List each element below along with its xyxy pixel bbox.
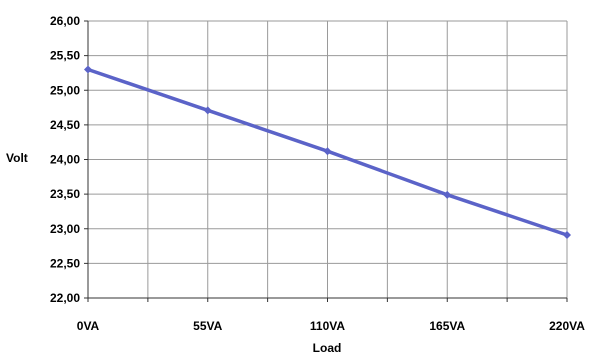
data-point <box>563 230 571 239</box>
x-tick-label: 110VA <box>310 319 345 333</box>
x-tick-label: 220VA <box>549 319 585 333</box>
data-point <box>323 147 332 156</box>
x-tick-label: 55VA <box>193 319 222 333</box>
y-tick-label: 26,00 <box>50 14 80 28</box>
x-tick-label: 165VA <box>429 319 465 333</box>
y-tick-label: 22,50 <box>50 256 80 270</box>
x-axis-title: Load <box>313 341 342 354</box>
y-tick-labels: 22,00 22,50 23,00 23,50 24,00 24,50 25,00 25,50… <box>50 14 80 305</box>
y-tick-label: 25,50 <box>50 49 80 63</box>
data-point <box>84 65 92 74</box>
y-tick-label: 22,00 <box>50 291 80 305</box>
y-tick-label: 25,00 <box>50 83 80 97</box>
y-tick-label: 23,50 <box>50 187 80 201</box>
y-tick-label: 24,50 <box>50 118 80 132</box>
grid-lines <box>87 20 568 299</box>
axes <box>84 20 568 302</box>
series-group <box>84 65 571 239</box>
y-tick-label: 23,00 <box>50 222 80 236</box>
y-tick-label: 24,00 <box>50 153 80 167</box>
x-tick-label: 0VA <box>77 319 100 333</box>
data-point <box>203 106 212 115</box>
y-axis-title: Volt <box>6 151 28 165</box>
data-point <box>443 190 452 199</box>
x-tick-labels: 0VA 55VA 110VA 165VA 220VA <box>77 319 585 333</box>
